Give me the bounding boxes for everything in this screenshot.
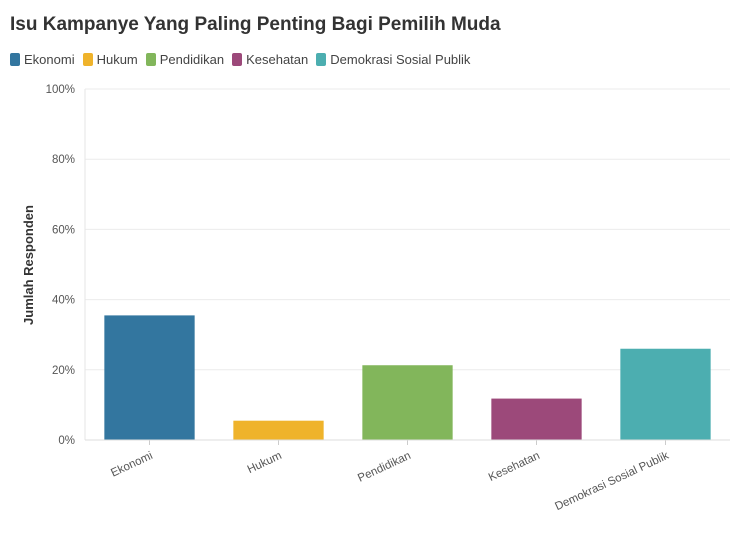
chart-title: Isu Kampanye Yang Paling Penting Bagi Pe… [10, 14, 501, 35]
y-tick-label: 100% [46, 84, 75, 96]
legend-swatch [145, 53, 156, 66]
legend-item-1[interactable]: Ekonomi [10, 52, 75, 67]
bar-4[interactable] [491, 398, 582, 440]
bar-1[interactable] [104, 315, 195, 440]
x-tick-label: Kesehatan [487, 450, 542, 484]
bar-2[interactable] [233, 420, 324, 440]
legend-label: Pendidikan [159, 52, 225, 67]
legend-item-3[interactable]: Pendidikan [145, 52, 225, 67]
legend-swatch [82, 53, 93, 66]
y-tick-label: 80% [52, 154, 75, 166]
y-axis-label: Jumlah Responden [21, 205, 36, 325]
bar-5[interactable] [620, 348, 711, 440]
x-tick-label: Demokrasi Sosial Publik [553, 450, 671, 513]
legend-swatch [10, 53, 20, 66]
y-tick-label: 0% [58, 435, 75, 447]
legend-label: Kesehatan [246, 52, 309, 67]
legend-label: Ekonomi [24, 52, 75, 67]
legend-item-4[interactable]: Kesehatan [232, 52, 308, 67]
x-tick-label: Ekonomi [109, 450, 155, 480]
legend: Ekonomi Hukum Pendidikan Kesehatan Demokrasi… [10, 52, 478, 67]
legend-item-2[interactable]: Hukum [82, 52, 138, 67]
x-tick-label: Hukum [246, 450, 284, 476]
x-tick-label: Pendidikan [356, 450, 413, 485]
legend-label: Demokrasi Sosial Publik [330, 52, 471, 67]
legend-item-5[interactable]: Demokrasi Sosial Publik [316, 52, 470, 67]
legend-swatch [232, 53, 243, 66]
legend-swatch [316, 53, 327, 66]
legend-label: Hukum [96, 52, 138, 67]
bar-3[interactable] [362, 365, 453, 440]
y-tick-label: 60% [52, 224, 75, 236]
y-tick-label: 20% [52, 365, 75, 377]
y-tick-label: 40% [52, 295, 75, 307]
